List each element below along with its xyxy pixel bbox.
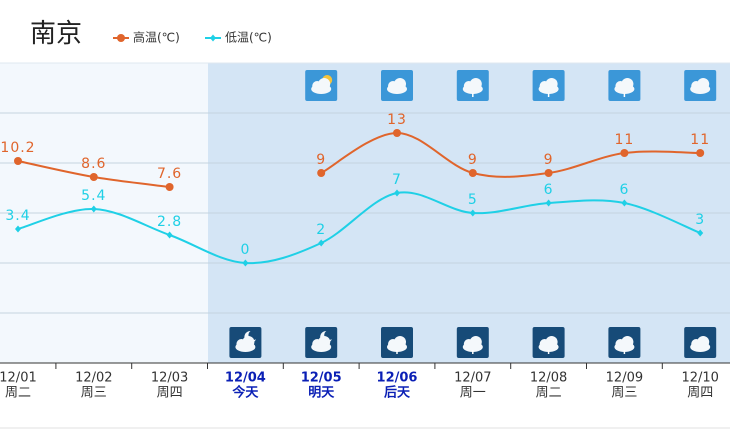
weekday-label: 今天 [231, 385, 259, 401]
point [317, 169, 326, 177]
night-icon [381, 327, 413, 358]
legend-label: 低温(℃) [225, 31, 272, 45]
day-icon [684, 70, 717, 101]
weekday-label: 周二 [536, 386, 562, 401]
day-icon [456, 70, 489, 101]
cloud [318, 336, 331, 348]
data-label: 6 [619, 182, 629, 198]
x-axis-labels: 12/01周二12/02周三12/03周四12/04今天12/05明天12/06… [0, 363, 719, 401]
cloud [697, 336, 710, 348]
weather-icons [229, 70, 717, 358]
legend-marker [117, 34, 125, 42]
night-icon [229, 327, 262, 358]
point [394, 189, 400, 197]
data-label: 10.2 [0, 140, 35, 156]
night-icon [305, 327, 338, 358]
weekday-label: 后天 [384, 385, 411, 401]
cloud [469, 78, 482, 90]
date-label: 12/01 [0, 371, 37, 386]
night-icon [532, 327, 565, 358]
cloud [545, 78, 558, 90]
day-icon [532, 70, 565, 101]
data-label: 2 [316, 222, 326, 238]
date-label: 12/04 [225, 371, 266, 386]
grid [0, 112, 730, 314]
cloud [394, 336, 406, 348]
data-label: 8.6 [81, 156, 106, 172]
cloud [621, 336, 634, 348]
point [15, 225, 21, 233]
legend: 高温(℃) 低温(℃) [113, 30, 272, 45]
point [165, 183, 174, 191]
cloud [469, 336, 482, 348]
data-label: 2.8 [157, 214, 182, 230]
date-label: 12/10 [681, 371, 718, 386]
data-label: 5 [468, 192, 478, 208]
night-icon [608, 327, 641, 358]
date-label: 12/03 [151, 371, 188, 386]
day-icon [608, 70, 641, 101]
point [468, 169, 477, 177]
legend-marker [210, 34, 216, 42]
data-label: 7.6 [157, 166, 182, 182]
data-label: 6 [544, 182, 554, 198]
date-label: 12/08 [530, 371, 567, 386]
point [90, 205, 97, 213]
cloud [318, 78, 331, 90]
weekday-label: 周三 [81, 386, 107, 401]
data-label: 3 [695, 212, 705, 228]
weekday-label: 周四 [687, 386, 713, 401]
point [14, 157, 22, 165]
weekday-label: 周三 [611, 386, 637, 401]
cloud [621, 78, 634, 90]
weekday-label: 周二 [5, 386, 31, 401]
point [697, 229, 704, 237]
data-label: 5.4 [81, 188, 106, 204]
point [242, 259, 249, 267]
series-line [17, 191, 701, 265]
night-icon [684, 327, 717, 358]
date-label: 12/09 [606, 371, 643, 386]
cloud [242, 336, 255, 348]
date-label: 12/05 [301, 371, 342, 386]
data-label: 9 [544, 152, 554, 168]
data-label: 11 [690, 132, 710, 148]
point [318, 239, 325, 247]
day-icon [305, 70, 338, 101]
point [545, 199, 552, 207]
date-label: 12/02 [75, 371, 112, 386]
data-label: 7 [392, 172, 402, 188]
lines: 10.2 8.6 7.6 9 13 9 9 11 11 3.4 5.4 2.8 0 2 7 5 6 6 3 [0, 112, 710, 267]
date-label: 12/06 [377, 371, 418, 386]
point [166, 231, 173, 239]
night-icon [456, 327, 489, 358]
data-label: 11 [614, 132, 634, 148]
legend-label: 高温(℃) [133, 30, 180, 45]
cloud [697, 78, 710, 90]
point [393, 129, 401, 137]
point [696, 149, 705, 157]
data-label: 3.4 [5, 208, 30, 224]
weekday-label: 周四 [157, 386, 183, 401]
date-label: 12/07 [454, 371, 491, 386]
data-label: 13 [387, 112, 407, 128]
point [620, 149, 629, 157]
day-icon [381, 70, 413, 101]
data-label: 0 [240, 242, 250, 258]
data-label: 9 [468, 152, 478, 168]
point [544, 169, 553, 177]
data-label: 9 [316, 152, 326, 168]
cloud [394, 78, 406, 90]
weekday-label: 明天 [308, 386, 335, 401]
point [621, 199, 628, 207]
chart-title: 南京 [30, 19, 82, 49]
weekday-label: 周一 [460, 386, 486, 401]
point [89, 173, 98, 181]
cloud [545, 336, 558, 348]
point [469, 209, 476, 217]
